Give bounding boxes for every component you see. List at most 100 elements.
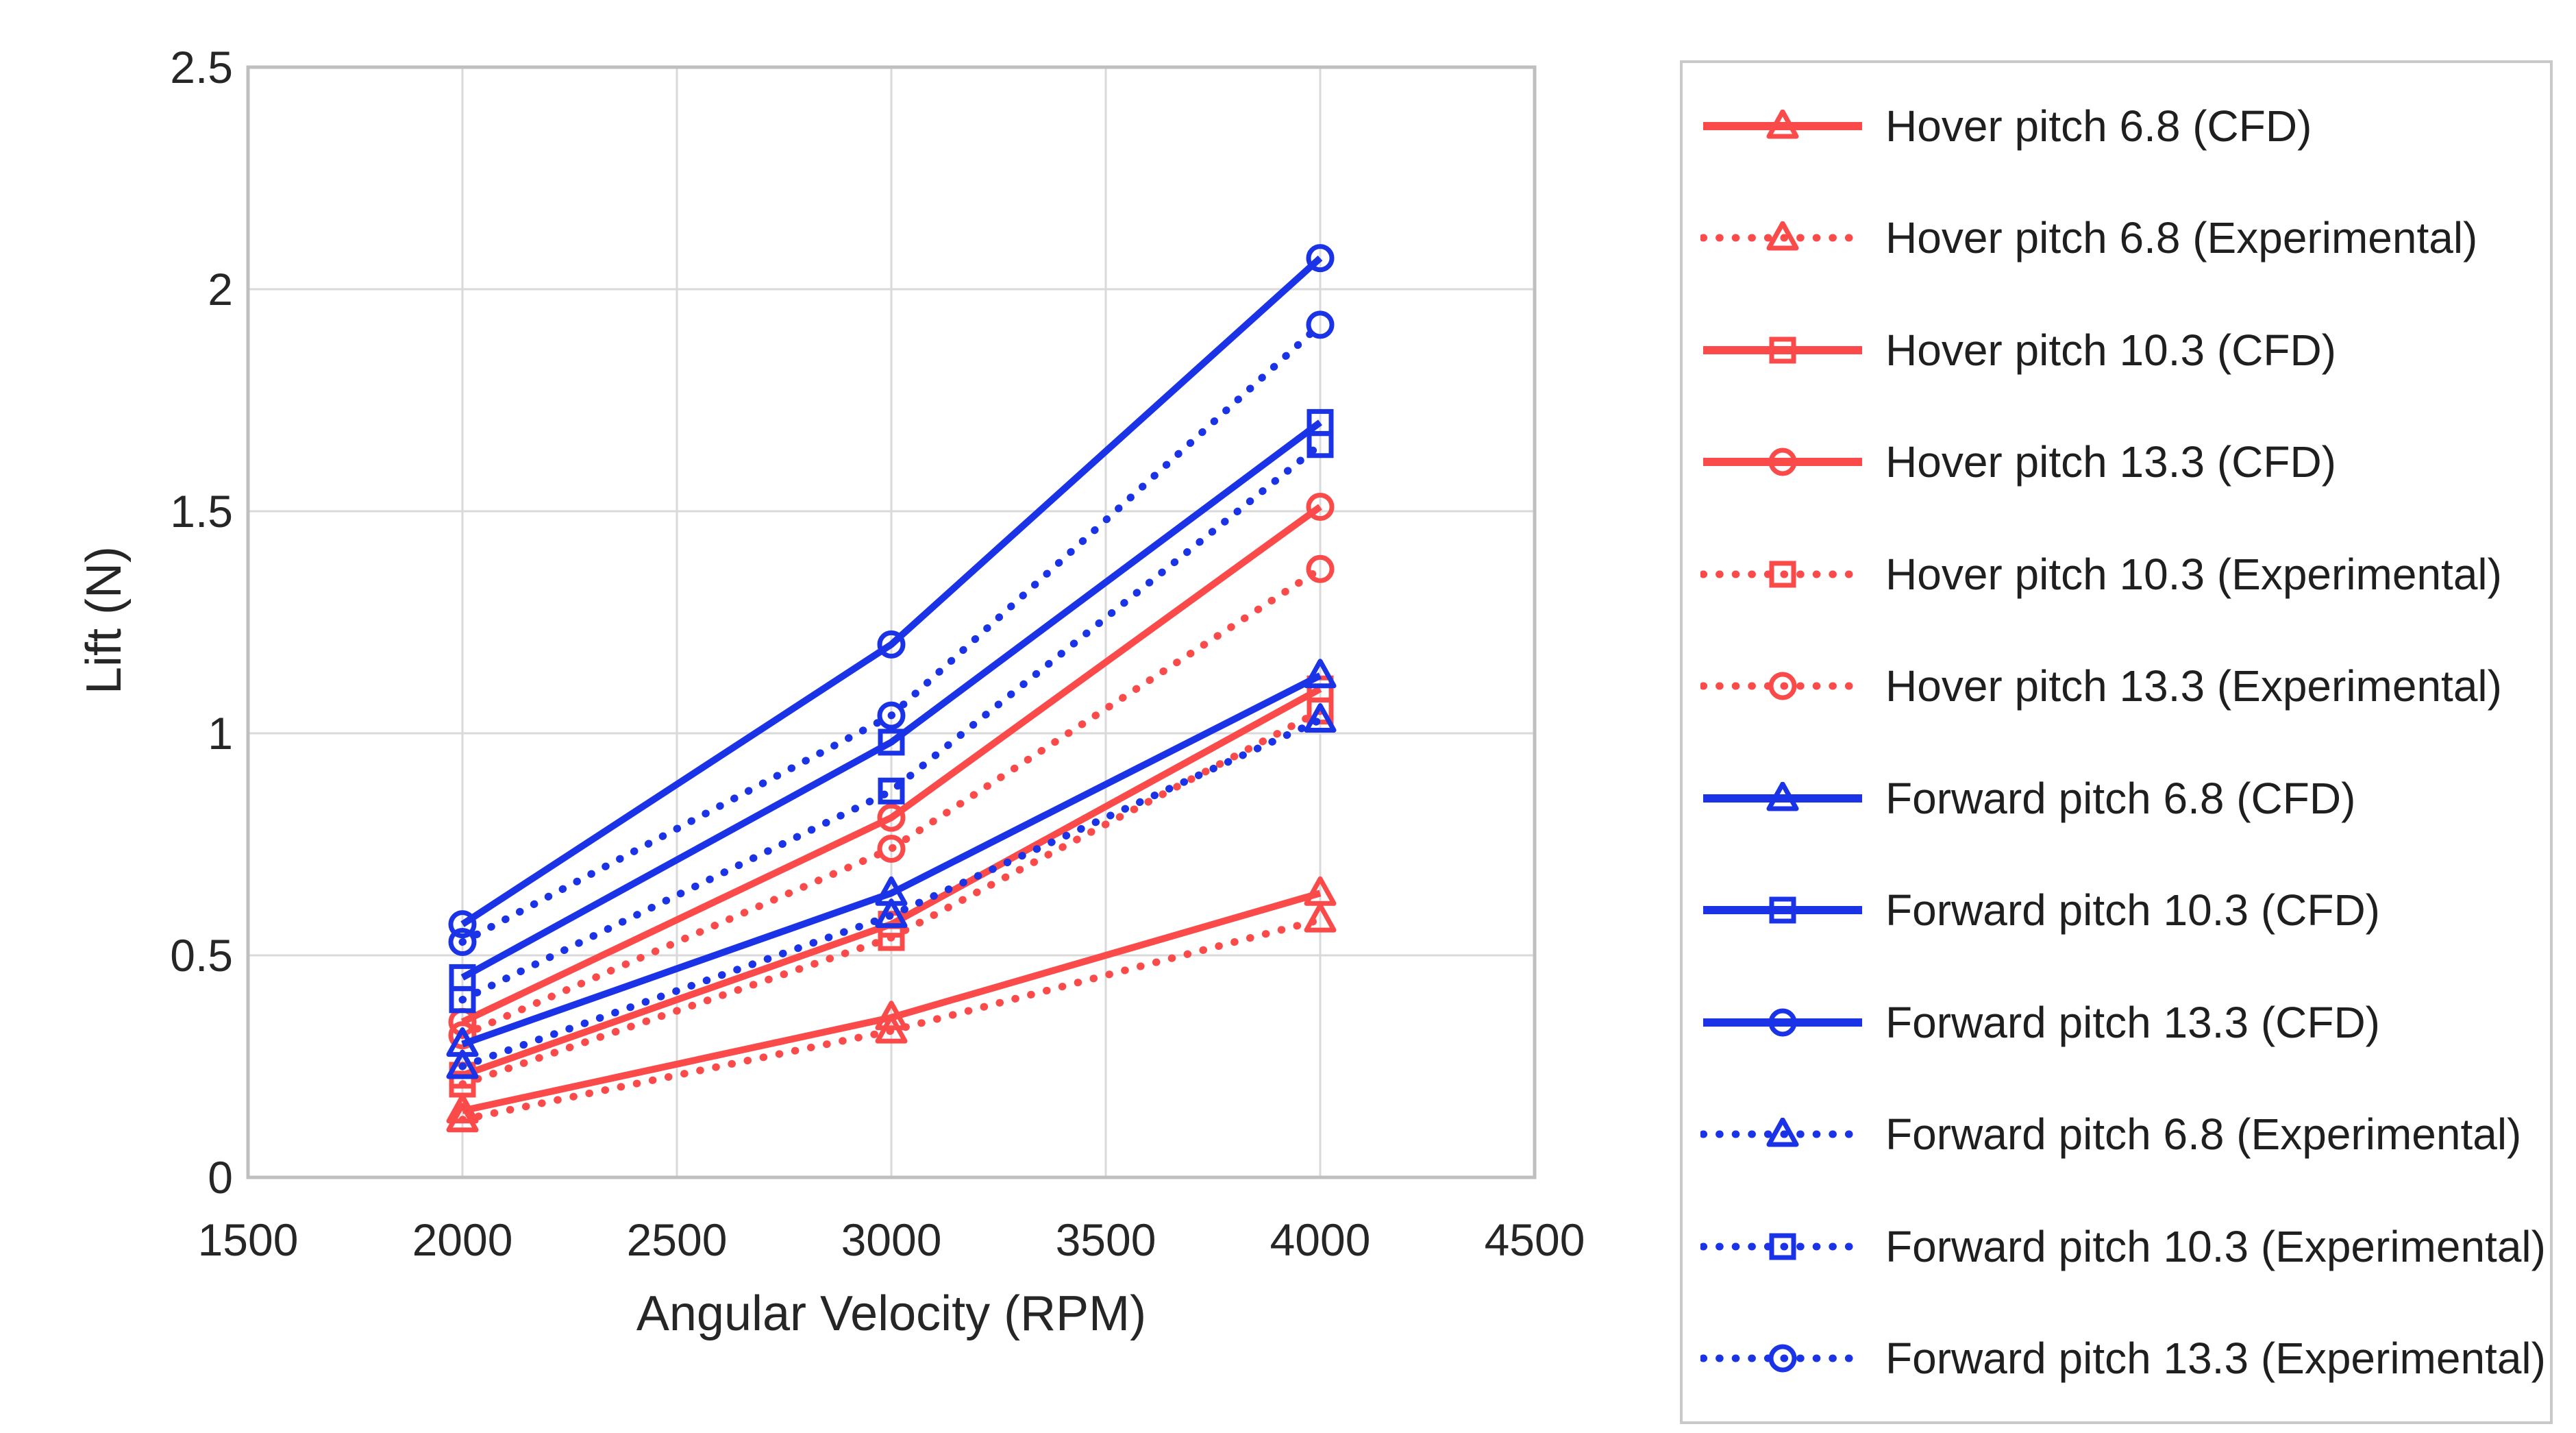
legend-label: Hover pitch 13.3 (CFD) — [1885, 437, 2336, 487]
legend-label: Forward pitch 6.8 (Experimental) — [1885, 1110, 2522, 1160]
circle-marker-icon — [1306, 493, 1335, 522]
legend-sample — [1700, 221, 1865, 251]
series-line — [458, 441, 1324, 1004]
legend-label: Forward pitch 13.3 (CFD) — [1885, 997, 2380, 1047]
series-line — [458, 916, 1324, 1124]
square-marker-icon — [1769, 336, 1796, 364]
plot-frame — [246, 65, 1537, 1179]
legend: Hover pitch 6.8 (CFD) Hover pitch 6.8 (Ex… — [1680, 60, 2553, 1424]
triangle-marker-icon — [1304, 703, 1337, 733]
legend-rows: Hover pitch 6.8 (CFD) Hover pitch 6.8 (Ex… — [1683, 63, 2550, 1421]
series-line — [460, 504, 1322, 1025]
series-line — [461, 672, 1322, 1048]
legend-sample — [1700, 1233, 1865, 1260]
series-line — [458, 707, 1324, 1088]
legend-entry-2: Hover pitch 6.8 (Experimental) — [1683, 212, 2550, 263]
legend-entry-1: Hover pitch 6.8 (CFD) — [1683, 101, 2550, 151]
circle-marker-icon — [1306, 310, 1335, 339]
legend-label: Forward pitch 6.8 (CFD) — [1885, 773, 2356, 823]
legend-entry-11: Forward pitch 10.3 (Experimental) — [1683, 1221, 2550, 1272]
legend-label: Hover pitch 10.3 (CFD) — [1885, 325, 2336, 375]
circle-marker-icon — [1306, 244, 1335, 273]
series-line — [458, 716, 1324, 1070]
legend-entry-4: Hover pitch 13.3 (CFD) — [1683, 437, 2550, 487]
legend-label: Hover pitch 6.8 (CFD) — [1885, 101, 2312, 151]
square-marker-icon — [878, 728, 905, 756]
square-marker-icon — [449, 1070, 476, 1098]
legend-sample — [1703, 448, 1862, 476]
y-tick-label: 2.5 — [170, 42, 233, 93]
circle-marker-icon — [1768, 448, 1797, 476]
legend-sample — [1700, 561, 1865, 588]
circle-marker-icon — [877, 630, 906, 659]
legend-sample — [1703, 781, 1862, 811]
x-tick-label: 2500 — [627, 1214, 728, 1265]
series-forward-pitch-6.8-experimental- — [446, 703, 1337, 1079]
legend-label: Hover pitch 13.3 (Experimental) — [1885, 661, 2502, 711]
circle-marker-icon — [1768, 672, 1797, 700]
circle-marker-icon — [1768, 1344, 1797, 1373]
series-line — [460, 255, 1323, 927]
triangle-marker-icon — [1766, 109, 1799, 139]
x-tick-label: 1500 — [198, 1214, 299, 1265]
series-line — [458, 565, 1324, 1040]
circle-marker-icon — [448, 928, 477, 957]
circle-marker-icon — [877, 701, 906, 730]
triangle-marker-icon — [446, 1049, 479, 1079]
x-tick-label: 4500 — [1485, 1214, 1585, 1265]
legend-label: Hover pitch 6.8 (Experimental) — [1885, 213, 2478, 263]
triangle-marker-icon — [1766, 221, 1799, 251]
square-marker-icon — [449, 986, 476, 1014]
legend-entry-8: Forward pitch 10.3 (CFD) — [1683, 885, 2550, 935]
triangle-marker-icon — [1766, 781, 1799, 811]
legend-sample — [1703, 1008, 1862, 1037]
legend-entry-5: Hover pitch 10.3 (Experimental) — [1683, 549, 2550, 600]
circle-marker-icon — [1768, 1008, 1797, 1037]
triangle-marker-icon — [446, 1103, 479, 1133]
legend-entry-10: Forward pitch 6.8 (Experimental) — [1683, 1109, 2550, 1160]
y-axis-title: Lift (N) — [77, 546, 132, 694]
series-forward-pitch-13.3-experimental- — [448, 310, 1335, 957]
series-line — [460, 419, 1322, 981]
legend-label: Forward pitch 13.3 (Experimental) — [1885, 1334, 2546, 1384]
x-tick-label: 2000 — [412, 1214, 513, 1265]
triangle-marker-icon — [875, 1014, 908, 1044]
legend-entry-12: Forward pitch 13.3 (Experimental) — [1683, 1333, 2550, 1384]
legend-sample — [1700, 1344, 1865, 1373]
series-forward-pitch-10.3-experimental- — [449, 431, 1334, 1014]
series-forward-pitch-10.3-cfd- — [449, 408, 1334, 991]
series-line — [458, 321, 1324, 946]
legend-label: Forward pitch 10.3 (CFD) — [1885, 885, 2380, 935]
legend-sample — [1703, 336, 1862, 364]
square-marker-icon — [1769, 1233, 1796, 1260]
x-tick-label: 4000 — [1270, 1214, 1371, 1265]
legend-label: Hover pitch 10.3 (Experimental) — [1885, 549, 2502, 599]
y-tick-label: 2 — [208, 264, 233, 315]
legend-entry-6: Hover pitch 13.3 (Experimental) — [1683, 661, 2550, 711]
legend-entry-9: Forward pitch 13.3 (CFD) — [1683, 997, 2550, 1048]
circle-marker-icon — [448, 910, 477, 939]
y-tick-label: 0.5 — [170, 930, 233, 981]
y-tick-label: 1 — [208, 708, 233, 759]
legend-sample — [1703, 109, 1862, 139]
triangle-marker-icon — [1304, 659, 1337, 689]
circle-marker-icon — [448, 1021, 477, 1050]
y-tick-label: 0 — [208, 1152, 233, 1203]
series-hover-pitch-6.8-experimental- — [446, 903, 1337, 1133]
square-marker-icon — [878, 777, 905, 805]
y-tick-label: 1.5 — [170, 486, 233, 537]
x-tick-label: 3000 — [841, 1214, 942, 1265]
circle-marker-icon — [877, 834, 906, 863]
circle-marker-icon — [1306, 554, 1335, 583]
square-marker-icon — [1306, 431, 1334, 458]
legend-entry-3: Hover pitch 10.3 (CFD) — [1683, 325, 2550, 376]
triangle-marker-icon — [875, 898, 908, 929]
triangle-marker-icon — [1304, 903, 1337, 933]
square-marker-icon — [1769, 896, 1796, 924]
legend-sample — [1700, 1118, 1865, 1147]
legend-entry-7: Forward pitch 6.8 (CFD) — [1683, 773, 2550, 824]
series-hover-pitch-13.3-experimental- — [448, 554, 1335, 1050]
circle-marker-icon — [877, 803, 906, 832]
square-marker-icon — [1769, 561, 1796, 588]
